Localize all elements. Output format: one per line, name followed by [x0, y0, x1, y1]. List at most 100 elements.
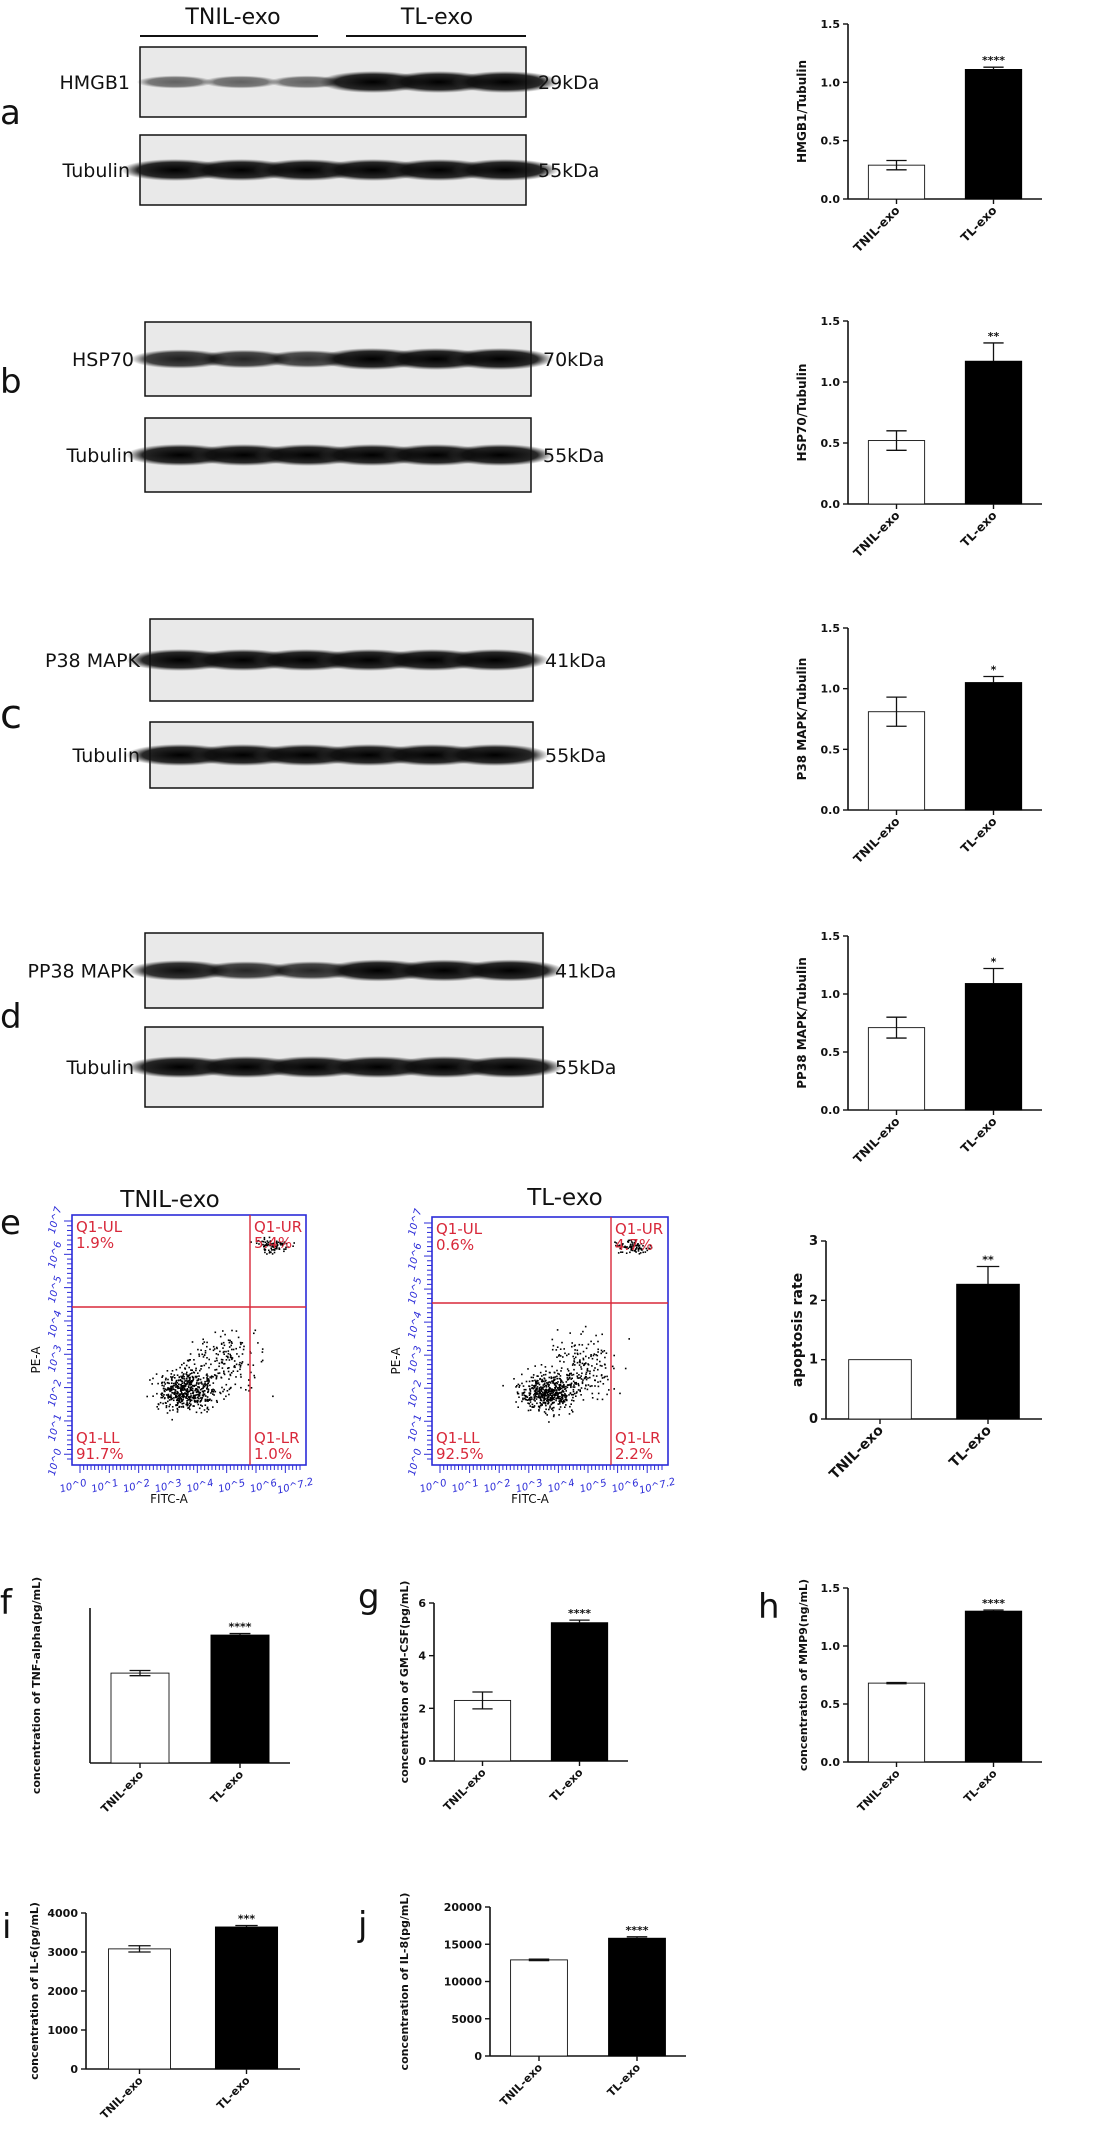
event-dot: [573, 1384, 575, 1386]
event-dot: [549, 1405, 551, 1407]
event-dot: [560, 1379, 562, 1382]
event-dot: [270, 1247, 272, 1250]
event-dot: [590, 1340, 592, 1343]
significance-mark: ****: [982, 1597, 1005, 1610]
event-dot: [577, 1353, 579, 1356]
event-dot: [553, 1371, 556, 1374]
event-dot: [558, 1408, 561, 1411]
flow-y-tick-label: 10^6: [47, 1240, 65, 1269]
event-dot: [549, 1387, 551, 1389]
event-dot: [531, 1384, 533, 1387]
event-dot: [206, 1375, 209, 1377]
event-dot: [172, 1386, 174, 1389]
flow-x-axis-label: FITC-A: [511, 1492, 550, 1506]
event-dot: [197, 1389, 199, 1391]
event-dot: [553, 1379, 556, 1381]
event-dot: [183, 1373, 185, 1375]
event-dot: [170, 1398, 173, 1401]
event-dot: [183, 1393, 185, 1395]
event-dot: [589, 1385, 592, 1388]
event-dot: [229, 1356, 232, 1359]
event-dot: [203, 1364, 206, 1367]
blot-band: [441, 649, 549, 671]
event-dot: [263, 1238, 266, 1241]
event-dot: [571, 1393, 573, 1396]
event-dot: [167, 1378, 169, 1381]
event-dot: [631, 1242, 634, 1244]
blot-label-loading: Tubulin: [66, 445, 134, 467]
event-dot: [555, 1399, 557, 1402]
event-dot: [551, 1397, 553, 1399]
event-dot: [645, 1247, 648, 1250]
event-dot: [571, 1364, 574, 1366]
event-dot: [194, 1388, 197, 1390]
event-dot: [192, 1405, 194, 1407]
event-dot: [178, 1398, 181, 1401]
event-dot: [562, 1386, 565, 1389]
event-dot: [206, 1378, 209, 1380]
x-tick-label: TL-exo: [605, 2061, 644, 2100]
event-dot: [555, 1349, 558, 1351]
flow-cytometry-panels: TNIL-exoQ1-UL1.9%Q1-UR5.4%Q1-LL91.7%Q1-L…: [29, 1185, 677, 1506]
event-dot: [521, 1400, 523, 1403]
event-dot: [230, 1356, 233, 1359]
chart-f: concentration of TNF-alpha(pg/mL) TNIL-ex…: [30, 1577, 290, 1816]
event-dot: [542, 1397, 545, 1399]
event-dot: [534, 1384, 537, 1387]
event-dot: [261, 1351, 264, 1353]
event-dot: [191, 1372, 193, 1374]
event-dot: [189, 1400, 192, 1403]
event-dot: [178, 1387, 181, 1389]
event-dot: [521, 1394, 524, 1396]
event-dot: [581, 1382, 584, 1385]
event-dot: [203, 1409, 206, 1411]
event-dot: [544, 1380, 546, 1382]
event-dot: [228, 1367, 230, 1369]
event-dot: [261, 1359, 264, 1362]
event-dot: [635, 1246, 638, 1249]
significance-mark: *: [991, 664, 997, 677]
event-dot: [571, 1409, 573, 1411]
event-dot: [283, 1250, 285, 1253]
y-axis-label: apoptosis rate: [790, 1273, 806, 1387]
event-dot: [178, 1393, 181, 1395]
event-dot: [596, 1398, 599, 1401]
quadrant-q-ur-pct: 5.4%: [254, 1234, 292, 1252]
event-dot: [567, 1374, 569, 1377]
event-dot: [181, 1387, 183, 1390]
event-dot: [538, 1387, 541, 1389]
y-tick-label: 0.0: [821, 498, 841, 511]
blot-label-protein: PP38 MAPK: [28, 961, 135, 983]
event-dot: [517, 1406, 519, 1408]
event-dot: [564, 1398, 567, 1401]
event-dot: [595, 1334, 597, 1337]
event-dot: [584, 1325, 587, 1328]
event-dot: [209, 1376, 211, 1378]
event-dot: [578, 1343, 581, 1346]
event-dot: [557, 1381, 559, 1383]
event-dot: [551, 1380, 553, 1382]
event-dot: [241, 1361, 244, 1363]
event-dot: [582, 1379, 584, 1381]
event-dot: [202, 1395, 205, 1397]
flow-y-axis-label: PE-A: [389, 1347, 403, 1375]
event-dot: [233, 1365, 236, 1367]
event-dot: [206, 1398, 208, 1401]
event-dot: [193, 1405, 195, 1407]
event-dot: [597, 1351, 599, 1353]
event-dot: [223, 1370, 225, 1373]
event-dot: [208, 1379, 210, 1382]
event-dot: [184, 1396, 186, 1398]
event-dot: [583, 1363, 586, 1365]
event-dot: [194, 1400, 197, 1402]
event-dot: [193, 1359, 195, 1361]
flow-y-tick-label: 10^4: [47, 1309, 65, 1338]
event-dot: [175, 1379, 178, 1382]
event-dot: [227, 1367, 229, 1370]
event-dot: [547, 1385, 550, 1388]
event-dot: [541, 1403, 543, 1406]
event-dot: [212, 1393, 214, 1395]
event-dot: [270, 1251, 272, 1254]
event-dot: [283, 1241, 286, 1243]
x-tick-label: TL-exo: [208, 1768, 247, 1807]
